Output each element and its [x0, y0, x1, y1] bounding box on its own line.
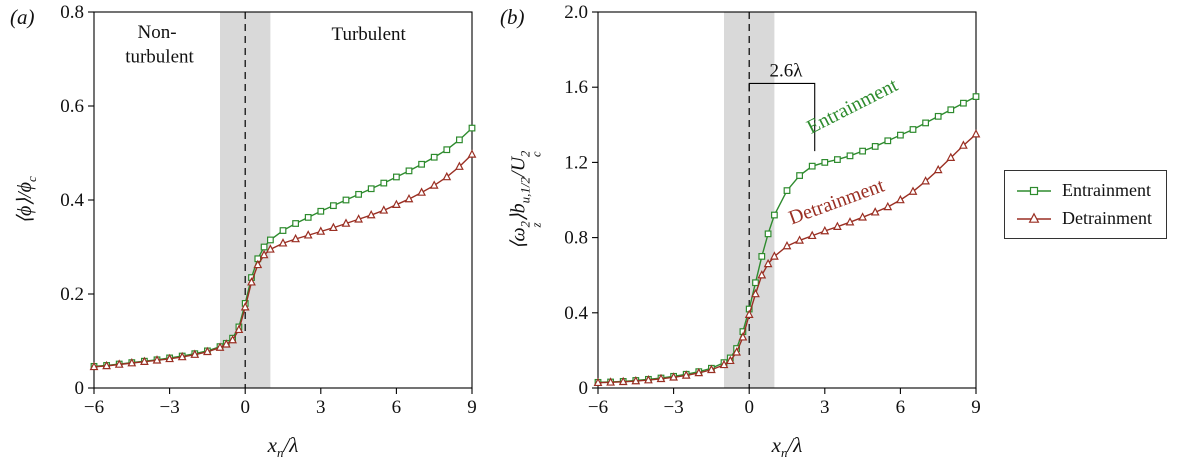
panel-a-chart: −6 −3 0 3 6 9 0 0.2 0.4 0.6 0.8 Non-turbulent Turbul… [60, 2, 477, 418]
svg-text:6: 6 [896, 397, 906, 418]
detrainment-line-marker-icon [1017, 212, 1051, 223]
svg-text:1.2: 1.2 [564, 152, 588, 173]
ylabel-a-sub: c [24, 176, 39, 182]
xlabel-rest: /λ [283, 433, 299, 457]
xlabel-base: x [771, 433, 781, 457]
svg-text:Detrainment: Detrainment [786, 174, 888, 229]
svg-text:2.0: 2.0 [564, 2, 588, 23]
svg-text:0.2: 0.2 [60, 284, 84, 305]
panel-b: (b) ⟨ω 2 z ⟩bu,1/2/U 2 c −6 −3 0 3 6 9 0 0.4 0.8 1.2 1.… [500, 0, 1000, 469]
panel-a-tag: (a) [10, 5, 35, 29]
panel-a: (a) ⟨ϕ⟩/ϕc −6 −3 0 3 6 9 0 0.2 0.4 0.6 0.8 Non-turb… [0, 0, 500, 469]
legend-label-entrainment: Entrainment [1062, 180, 1151, 200]
svg-text:−3: −3 [159, 397, 179, 418]
svg-text:2.6λ: 2.6λ [769, 60, 803, 81]
ylabel-b-s2: ⟩b [507, 203, 530, 222]
svg-text:0.8: 0.8 [60, 2, 84, 23]
svg-text:6: 6 [392, 397, 402, 418]
xlabel-base: x [267, 433, 277, 457]
svg-text:9: 9 [971, 397, 981, 418]
svg-text:9: 9 [467, 397, 477, 418]
panel-b-ylabel: ⟨ω 2 z ⟩bu,1/2/U 2 c [506, 150, 544, 250]
svg-text:0.4: 0.4 [60, 190, 84, 211]
svg-text:0: 0 [240, 397, 250, 418]
svg-text:Entrainment: Entrainment [803, 74, 901, 139]
panel-a-ylabel: ⟨ϕ⟩/ϕc [12, 176, 40, 224]
xlabel-sub: n [780, 445, 788, 460]
svg-text:1.6: 1.6 [564, 77, 588, 98]
svg-text:0.8: 0.8 [564, 228, 588, 249]
svg-text:0: 0 [579, 378, 589, 399]
svg-text:−6: −6 [84, 397, 104, 418]
svg-text:0: 0 [744, 397, 754, 418]
svg-text:0.6: 0.6 [60, 96, 84, 117]
svg-text:3: 3 [820, 397, 830, 418]
xlabel-sub: n [276, 445, 284, 460]
panel-a-xlabel: xn/λ [268, 433, 299, 461]
xlabel-rest: /λ [787, 433, 803, 457]
legend-item-entrainment: Entrainment [1015, 180, 1152, 201]
panel-b-xlabel: xn/λ [772, 433, 803, 461]
svg-text:0.4: 0.4 [564, 303, 588, 324]
legend-item-detrainment: Detrainment [1015, 208, 1152, 229]
svg-text:0: 0 [75, 378, 85, 399]
svg-text:−3: −3 [663, 397, 683, 418]
legend-label-detrainment: Detrainment [1062, 208, 1152, 228]
svg-text:turbulent: turbulent [125, 46, 194, 67]
entrainment-line-marker-icon [1017, 186, 1051, 195]
panel-b-tag: (b) [500, 5, 525, 29]
svg-text:−6: −6 [588, 397, 608, 418]
ylabel-b-s2sub: u,1/2 [517, 176, 533, 204]
ylabel-a-main: ⟨ϕ⟩/ϕ [14, 181, 36, 224]
ylabel-b-s3: /U [507, 156, 530, 177]
svg-text:3: 3 [316, 397, 326, 418]
legend: Entrainment Detrainment [1004, 170, 1167, 239]
svg-text:Turbulent: Turbulent [332, 24, 407, 45]
ylabel-b-s1: ⟨ω [507, 227, 530, 250]
svg-text:Non-: Non- [137, 22, 176, 43]
